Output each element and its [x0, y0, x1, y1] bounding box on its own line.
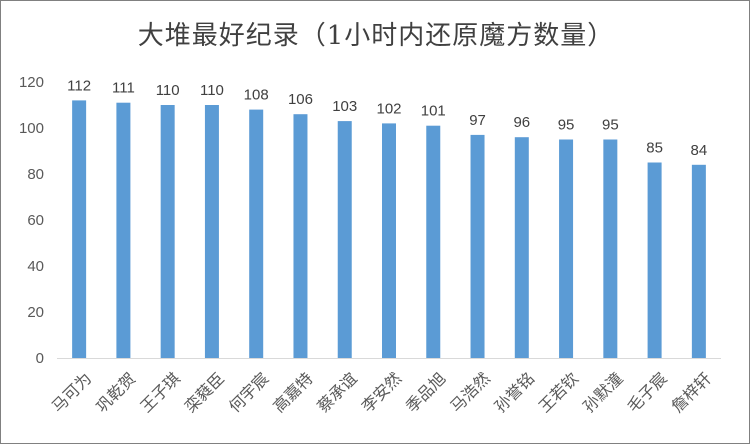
bar — [559, 139, 574, 358]
x-tick-label: 李安然 — [359, 369, 406, 416]
data-label: 108 — [244, 87, 269, 104]
data-label: 97 — [469, 112, 486, 129]
x-tick-label: 孙默潼 — [580, 369, 627, 416]
y-tick-label: 40 — [27, 258, 44, 275]
x-tick-label: 栾蕤臣 — [181, 369, 228, 416]
y-tick-label: 20 — [27, 304, 44, 321]
y-tick-label: 0 — [36, 350, 44, 367]
data-label: 84 — [691, 142, 708, 159]
bar — [426, 125, 441, 358]
y-tick-label: 120 — [19, 74, 44, 91]
bar — [603, 139, 618, 358]
bar — [647, 162, 662, 358]
data-label: 110 — [200, 82, 224, 99]
data-label: 85 — [646, 140, 663, 157]
bar — [204, 105, 219, 358]
x-tick-label: 孙誉铭 — [491, 369, 538, 416]
data-label: 111 — [112, 80, 135, 97]
y-tick-label: 80 — [27, 166, 44, 183]
bar — [160, 105, 175, 358]
bar — [116, 102, 131, 358]
x-tick-label: 毛子宸 — [624, 369, 671, 416]
bar — [293, 114, 308, 358]
data-label: 103 — [332, 98, 357, 115]
x-tick-label: 马浩然 — [447, 369, 494, 416]
x-tick-label: 蔡承谊 — [314, 369, 361, 416]
x-tick-label: 季品旭 — [403, 369, 450, 416]
data-label: 95 — [558, 117, 575, 134]
x-tick-label: 何宇宸 — [226, 369, 273, 416]
bar — [72, 100, 87, 359]
chart-title: 大堆最好纪录（1小时内还原魔方数量） — [137, 21, 615, 51]
x-tick-label: 马可为 — [49, 369, 96, 416]
y-tick-label: 100 — [19, 120, 44, 137]
x-tick-label: 巩乾贺 — [93, 369, 140, 416]
data-label: 101 — [421, 103, 446, 120]
data-label: 106 — [288, 91, 313, 108]
data-label: 112 — [67, 77, 91, 94]
bar — [337, 121, 352, 358]
data-label: 110 — [156, 82, 180, 99]
bar — [249, 109, 264, 358]
bar — [470, 134, 485, 358]
x-tick-label: 詹梓轩 — [668, 369, 715, 416]
data-label: 95 — [602, 117, 619, 134]
data-label: 96 — [513, 114, 530, 131]
x-tick-label: 王子琪 — [137, 369, 184, 416]
y-tick-label: 60 — [27, 212, 44, 229]
bar — [514, 137, 529, 358]
x-tick-label: 王若钦 — [536, 369, 583, 416]
data-label: 102 — [376, 100, 401, 117]
x-tick-label: 高嘉特 — [270, 369, 317, 416]
bar — [691, 164, 706, 358]
bar — [382, 123, 396, 359]
